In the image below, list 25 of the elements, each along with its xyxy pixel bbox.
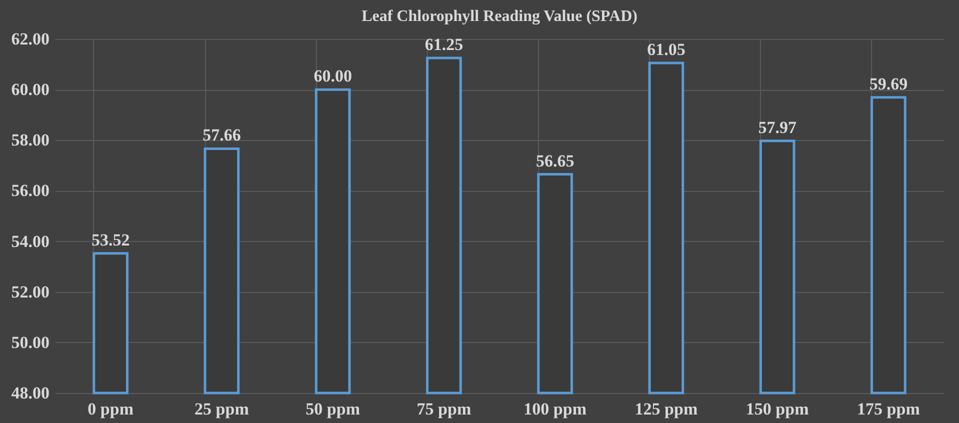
data-label: 60.00 [314,66,352,86]
x-tick-label: 125 ppm [634,400,698,418]
y-tick-label: 50.00 [11,332,50,352]
y-tick-label: 54.00 [11,232,50,251]
data-label: 56.65 [536,151,574,170]
x-tick-label: 100 ppm [524,400,586,418]
y-tick-label: 60.00 [11,80,50,100]
data-label: 59.69 [869,74,908,94]
y-tick-label: 52.00 [11,282,50,302]
x-tick-label: 0 ppm [88,400,134,418]
chart-title: Leaf Chlorophyll Reading Value (SPAD) [362,8,638,25]
y-tick-label: 58.00 [11,130,50,150]
data-label: 57.97 [758,118,797,137]
x-tick-label: 50 ppm [306,400,360,418]
data-label: 61.05 [647,40,686,60]
y-tick-label: 62.00 [11,30,50,48]
x-tick-label: 175 ppm [857,400,920,418]
x-tick-label: 25 ppm [194,400,249,418]
x-tick-label: 150 ppm [746,400,809,418]
data-label: 53.52 [91,230,130,250]
y-tick-label: 48.00 [11,384,50,402]
x-tick-label: 75 ppm [416,400,472,418]
y-tick-label: 56.00 [11,181,50,200]
data-label: 57.66 [202,126,241,145]
data-label: 61.25 [424,34,464,54]
